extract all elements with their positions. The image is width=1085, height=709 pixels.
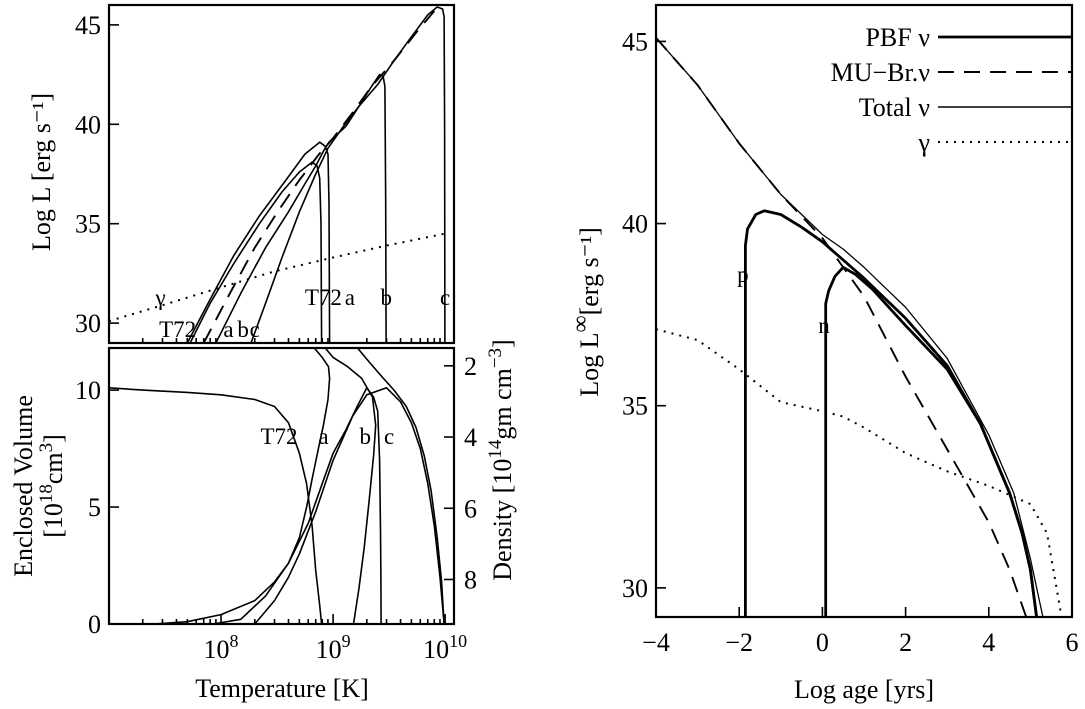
right-ylabel: Log L∞[erg s⁻¹] xyxy=(568,227,604,397)
annotation-label: b xyxy=(237,317,249,342)
density-tick-label: 6 xyxy=(464,494,477,523)
xtick-label: −2 xyxy=(725,628,753,657)
series-3-line xyxy=(655,37,1028,618)
ytick-label: 30 xyxy=(75,309,101,338)
annotation-label: T72 xyxy=(159,317,196,342)
ytick-label: 5 xyxy=(88,493,101,522)
ytick-label: 40 xyxy=(75,110,101,139)
ytick-label: 35 xyxy=(622,392,648,421)
density-label-part3: ] xyxy=(488,339,517,348)
annotation-label: T72 xyxy=(305,285,342,310)
right-xlabel: Log age [yrs] xyxy=(794,675,934,704)
right-ticks: 30 35 40 45 −4 −2 0 2 4 6 xyxy=(622,27,1079,657)
xtick-label: 109 xyxy=(316,631,351,664)
ylabel2-exp2: 3 xyxy=(36,443,57,453)
ytick-label: 10 xyxy=(75,376,101,405)
bottom-left-annotations: T72 a b c xyxy=(261,424,395,449)
top-left-curves xyxy=(108,6,446,344)
annotation-label: γ xyxy=(154,285,165,310)
legend-label: PBF ν xyxy=(865,23,930,52)
xtick-label: 2 xyxy=(899,628,912,657)
series-4-line xyxy=(655,37,1044,618)
xtick-label: 0 xyxy=(816,628,829,657)
density-tick-label: 4 xyxy=(464,423,477,452)
xtick-exponent: 8 xyxy=(230,631,239,651)
annotation-label: p xyxy=(737,262,749,287)
right-annotations: pn xyxy=(737,262,830,338)
density-axis-label: Density [1014gm cm−3] xyxy=(485,339,517,580)
annotation-label: c xyxy=(384,424,394,449)
series-5-line xyxy=(202,10,436,344)
right-ylabel-sup: ∞ xyxy=(568,315,594,332)
bottom-left-ylabel-line2: [1018cm3] xyxy=(36,434,68,538)
series-2-line xyxy=(824,265,1038,618)
top-left-ylabel: Log L [erg s⁻¹] xyxy=(27,93,56,251)
top-left-ticks: 30 35 40 45 xyxy=(75,11,441,343)
density-tick-label: 2 xyxy=(464,352,477,381)
legend-label: γ xyxy=(918,128,931,157)
xtick-label: 1010 xyxy=(423,631,467,664)
series-1-line xyxy=(189,161,323,344)
top-left-frame xyxy=(107,3,456,345)
series-4-line xyxy=(254,386,445,625)
annotation-label: c xyxy=(440,285,450,310)
legend-label: MU−Br.ν xyxy=(831,58,931,87)
annotation-label: a xyxy=(223,317,233,342)
annotation-label: b xyxy=(381,285,393,310)
ytick-label: 45 xyxy=(75,11,101,40)
bottom-left-frame xyxy=(107,346,456,626)
right-frame xyxy=(654,3,1074,619)
ytick-label: 0 xyxy=(88,610,101,639)
xtick-label: −4 xyxy=(642,628,670,657)
density-label-exp1: 14 xyxy=(485,439,506,459)
bottom-left-curves xyxy=(108,347,445,625)
series-1-line xyxy=(744,209,1038,618)
annotation-label: c xyxy=(250,317,260,342)
series-1-line xyxy=(108,387,323,625)
density-label-part2: gm cm xyxy=(488,368,517,440)
ylabel2-exp1: 18 xyxy=(36,484,57,503)
ylabel2-part1: [10 xyxy=(39,503,68,538)
ytick-label: 30 xyxy=(622,574,648,603)
ytick-label: 40 xyxy=(622,210,648,239)
annotation-label: n xyxy=(818,313,830,338)
annotation-label: a xyxy=(345,285,355,310)
right-ylabel-part1: Log L xyxy=(575,333,604,397)
right-ylabel-part2: [erg s⁻¹] xyxy=(575,227,604,315)
ylabel2-part2: cm xyxy=(39,452,68,484)
xtick-label: 108 xyxy=(204,631,239,664)
series-4-line xyxy=(250,6,446,344)
legend-label: Total ν xyxy=(859,93,931,122)
right-curves xyxy=(655,37,1063,618)
right-legend: PBF ν MU−Br.ν Total ν γ xyxy=(831,23,1072,157)
density-label-part1: Density [10 xyxy=(488,459,517,581)
xtick-label: 6 xyxy=(1066,628,1079,657)
series-2-line xyxy=(186,141,331,344)
ytick-label: 35 xyxy=(75,210,101,239)
series-5-line xyxy=(324,347,377,625)
xtick-exponent: 10 xyxy=(449,631,467,651)
annotation-label: a xyxy=(318,424,328,449)
density-tick-label: 8 xyxy=(464,565,477,594)
annotation-label: b xyxy=(359,424,371,449)
annotation-label: T72 xyxy=(261,424,298,449)
bottom-left-ylabel-line1: Enclosed Volume xyxy=(9,395,38,577)
xtick-label: 4 xyxy=(982,628,995,657)
series-6-line xyxy=(356,347,445,625)
density-label-exp2: −3 xyxy=(485,348,506,368)
series-2-line xyxy=(153,347,331,625)
bottom-left-right-ticks: 2 4 6 8 xyxy=(444,352,477,594)
xtick-exponent: 9 xyxy=(342,631,351,651)
ylabel2-part3: ] xyxy=(39,434,68,443)
bottom-left-xlabel: Temperature [K] xyxy=(195,674,369,703)
ytick-label: 45 xyxy=(622,27,648,56)
